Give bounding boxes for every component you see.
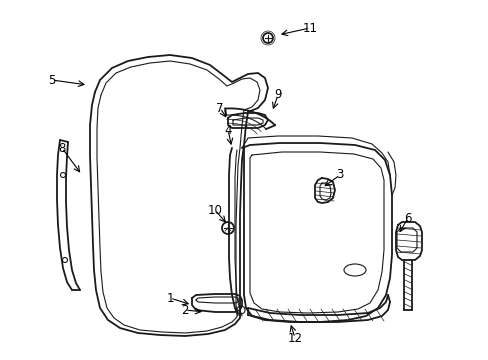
Text: 4: 4 (224, 123, 231, 136)
Text: 2: 2 (181, 303, 188, 316)
Text: 1: 1 (166, 292, 173, 305)
Text: 10: 10 (207, 203, 222, 216)
Text: 11: 11 (302, 22, 317, 35)
Text: 9: 9 (274, 89, 281, 102)
Text: 7: 7 (216, 102, 224, 114)
Text: 12: 12 (287, 332, 302, 345)
Text: 5: 5 (48, 73, 56, 86)
Text: 3: 3 (336, 168, 343, 181)
Text: 8: 8 (58, 141, 65, 154)
Text: 6: 6 (404, 211, 411, 225)
